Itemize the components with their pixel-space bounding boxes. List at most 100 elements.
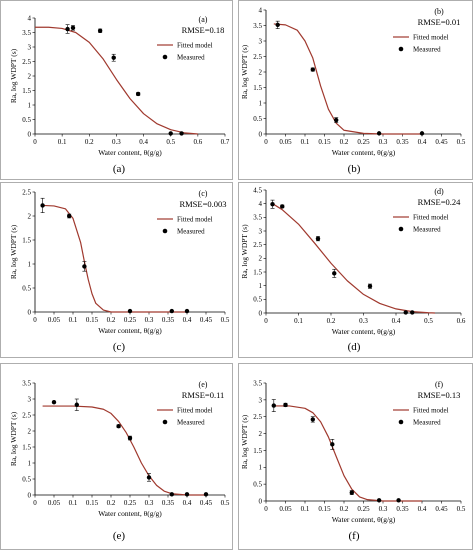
x-tick-label: 0.45 [200,316,213,324]
panel-caption: (d) [348,341,361,353]
legend-marker-swatch [162,419,168,425]
x-tick-label: 0.5 [424,317,433,325]
y-tick-label: 1.5 [22,87,31,95]
y-tick-label: 2 [28,212,32,220]
measured-point [169,308,174,314]
x-axis-title: Water content, θ(g/g) [98,326,162,335]
x-tick-label: 0.4 [183,499,192,507]
measured-point [184,492,190,497]
y-tick-label: 0.5 [22,284,31,292]
y-tick-label: 3.5 [253,22,262,30]
legend-measured: Measured [177,227,205,235]
y-tick-label: 0.5 [253,115,262,123]
legend-fitted-model: Fitted model [413,406,449,414]
panel-caption: (c) [113,341,126,353]
measured-point [111,55,116,60]
legend-marker-swatch [162,54,168,60]
measured-point [184,308,190,314]
legend-measured: Measured [413,418,441,426]
y-axis-title: Ra, log WDPT (s) [9,48,18,103]
chart-panel-4: 0 0.1 0.2 0.3 0.4 0.5 0.6 0 0.5 1 1.5 2 2.5 3 3.5 4 4.5 W… [238,182,473,358]
measured-point [419,131,425,136]
x-tick-label: 0.3 [145,316,154,324]
y-tick-label: 0 [259,130,263,138]
measured-point [283,402,288,408]
y-tick-label: 4 [259,200,263,208]
measured-point [127,308,133,314]
chart-panel-6: 0 0.05 0.1 0.15 0.2 0.25 0.3 0.35 0.4 0.45 0.5 0 0.5… [238,363,473,550]
x-tick-label: 0.35 [396,138,409,146]
panel-caption: (b) [348,163,361,175]
x-axis-title: Water content, θ(g/g) [98,148,162,157]
chart-panel-3: 0 0.05 0.1 0.15 0.2 0.25 0.3 0.35 0.4 0.45 0.5 0 0.5… [0,182,233,358]
measured-point [74,402,80,407]
legend-measured: Measured [177,53,205,61]
x-tick-label: 0.05 [279,505,292,513]
y-tick-label: 1.5 [253,84,262,92]
x-tick-label: 0.4 [418,505,427,513]
x-tick-label: 0.1 [294,317,303,325]
measured-point [270,202,275,207]
measured-point [51,400,57,405]
panel-label: (d) [434,187,444,196]
x-tick-label: 0 [264,505,268,513]
y-tick-label: 3.5 [22,379,31,387]
y-tick-label: 3 [259,37,263,45]
legend-fitted-model: Fitted model [177,215,213,223]
measured-point [376,498,382,503]
measured-point [410,310,415,315]
y-tick-label: 0.5 [253,481,262,489]
y-tick-label: 1.5 [253,268,262,276]
rmse-label: RMSE=0.18 [182,25,225,35]
panel-caption: (a) [113,163,126,175]
x-tick-label: 0.2 [107,316,116,324]
y-tick-label: 0 [28,491,32,499]
legend-marker-swatch [398,419,404,425]
fitted-model-line [273,23,422,135]
y-tick-label: 1 [259,282,263,290]
y-tick-label: 0 [28,130,32,138]
x-tick-label: 0.5 [221,499,230,507]
legend-measured: Measured [413,225,441,233]
x-tick-label: 0 [33,316,37,324]
y-tick-label: 1 [28,101,32,109]
measured-point [82,264,87,269]
measured-point [349,490,354,495]
measured-point [116,424,121,429]
y-tick-label: 1 [28,459,32,467]
measured-point [403,310,408,315]
chart-panel-1: 0 0.1 0.2 0.3 0.4 0.5 0.6 0.7 0 0.5 1 1.5 2 2.5 3 3.5 4 W… [0,0,233,180]
y-tick-label: 4.5 [253,186,262,194]
panel-frame [0,0,233,180]
y-tick-label: 2 [28,72,32,80]
legend-fitted-model: Fitted model [177,406,213,414]
x-tick-label: 0.25 [124,499,137,507]
fitted-model-line [272,203,436,314]
x-tick-label: 0.2 [327,317,336,325]
rmse-label: RMSE=0.24 [418,197,462,207]
panel-label: (b) [434,7,444,16]
panel-frame [0,182,233,358]
y-tick-label: 4 [259,6,263,14]
measured-point [146,475,152,480]
measured-point [127,435,133,441]
legend-fitted-model: Fitted model [177,41,213,49]
y-tick-label: 2.5 [22,188,31,196]
panel-label: (c) [199,189,208,198]
x-tick-label: 0.25 [124,316,137,324]
legend-marker-swatch [398,46,404,52]
y-tick-label: 3 [28,395,32,403]
x-tick-label: 0.4 [139,138,148,146]
y-tick-label: 1 [259,99,263,107]
x-tick-label: 0.4 [418,138,427,146]
measured-point [40,203,45,208]
y-tick-label: 3 [259,227,263,235]
x-tick-label: 0.45 [435,138,448,146]
x-tick-label: 0.1 [69,316,78,324]
x-tick-label: 0.5 [457,505,466,513]
panel-label: (e) [199,380,208,389]
y-tick-label: 2 [259,255,263,263]
x-tick-label: 0 [33,138,37,146]
measured-point [376,131,382,136]
